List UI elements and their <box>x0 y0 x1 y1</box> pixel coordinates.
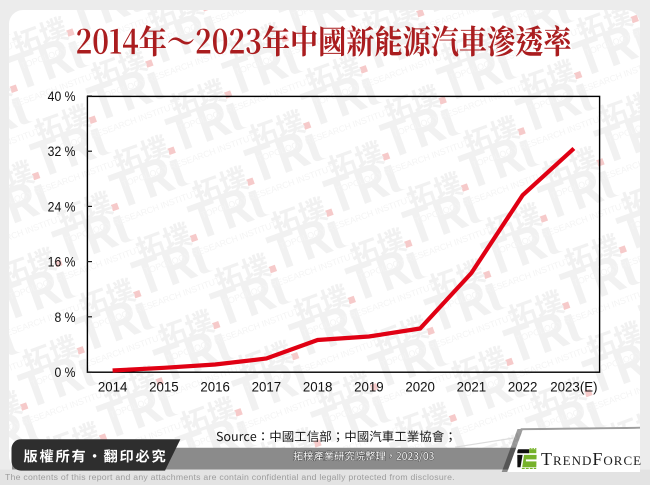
svg-text:24 %: 24 % <box>48 199 76 215</box>
svg-text:2015: 2015 <box>149 379 179 394</box>
svg-text:2023(E): 2023(E) <box>550 379 597 394</box>
svg-text:32 %: 32 % <box>48 143 76 159</box>
svg-text:2014: 2014 <box>98 379 128 394</box>
svg-text:40 %: 40 % <box>48 88 76 104</box>
svg-text:0 %: 0 % <box>54 364 75 380</box>
svg-text:2022: 2022 <box>508 379 538 394</box>
svg-text:2016: 2016 <box>200 379 230 394</box>
svg-text:2020: 2020 <box>405 379 435 394</box>
svg-text:2021: 2021 <box>457 379 487 394</box>
svg-text:2017: 2017 <box>252 379 282 394</box>
svg-text:8 %: 8 % <box>54 309 75 325</box>
svg-text:16 %: 16 % <box>48 254 76 270</box>
svg-text:2018: 2018 <box>303 379 333 394</box>
svg-text:2019: 2019 <box>354 379 384 394</box>
